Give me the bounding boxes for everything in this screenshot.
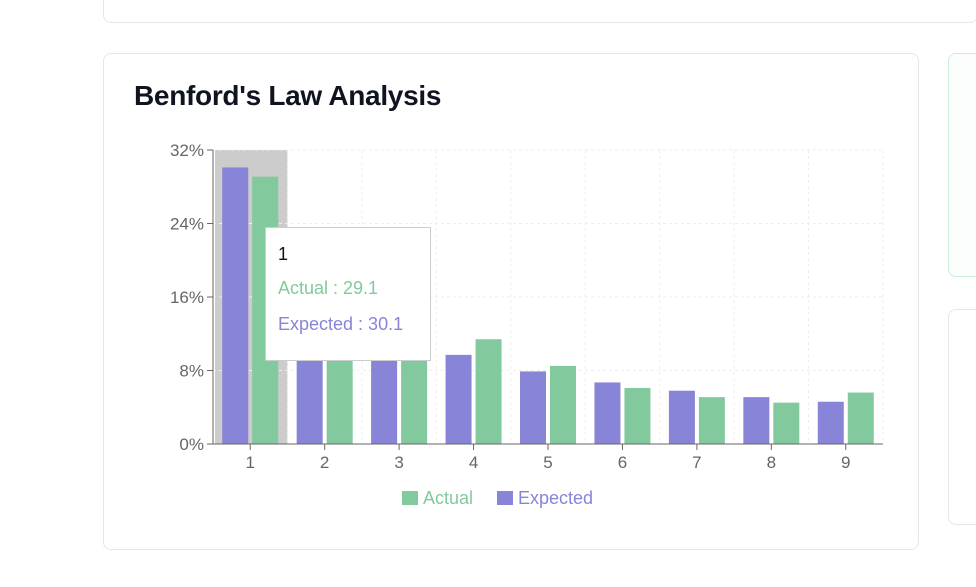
bar-actual[interactable] [773, 402, 800, 444]
x-tick-label: 4 [469, 453, 478, 472]
bar-expected[interactable] [520, 371, 546, 444]
bar-expected[interactable] [668, 390, 695, 444]
side-card-green [948, 53, 976, 277]
chart-tooltip: 1 Actual : 29.1 Expected : 30.1 [265, 227, 431, 361]
y-tick-label: 32% [170, 141, 204, 160]
tooltip-expected: Expected : 30.1 [278, 314, 404, 334]
bar-actual[interactable] [550, 365, 576, 444]
legend-actual-swatch[interactable] [402, 491, 418, 505]
x-tick-label: 6 [618, 453, 627, 472]
x-tick-label: 8 [767, 453, 776, 472]
x-tick-label: 7 [692, 453, 701, 472]
card-title: Benford's Law Analysis [134, 80, 442, 111]
bar-expected[interactable] [743, 397, 770, 444]
y-tick-label: 24% [170, 215, 204, 234]
bar-actual[interactable] [475, 339, 502, 444]
x-tick-label: 1 [245, 453, 254, 472]
x-tick-label: 3 [394, 453, 403, 472]
bar-actual[interactable] [847, 392, 874, 444]
y-tick-label: 16% [170, 288, 204, 307]
legend-expected-swatch[interactable] [497, 491, 513, 505]
y-tick-label: 8% [179, 362, 204, 381]
bar-actual[interactable] [698, 397, 725, 444]
x-tick-label: 9 [841, 453, 850, 472]
bar-expected[interactable] [817, 401, 844, 444]
side-card-gray [948, 309, 976, 525]
legend-expected-label[interactable]: Expected [518, 488, 593, 508]
bar-expected[interactable] [222, 167, 249, 445]
bar-actual[interactable] [624, 387, 651, 444]
bar-expected[interactable] [445, 354, 472, 444]
legend-actual-label[interactable]: Actual [423, 488, 473, 508]
previous-card [103, 0, 976, 23]
x-tick-label: 5 [543, 453, 552, 472]
y-tick-label: 0% [179, 435, 204, 454]
tooltip-actual: Actual : 29.1 [278, 278, 379, 298]
tooltip-label: 1 [278, 244, 289, 264]
bar-expected[interactable] [594, 382, 621, 444]
x-tick-label: 2 [320, 453, 329, 472]
